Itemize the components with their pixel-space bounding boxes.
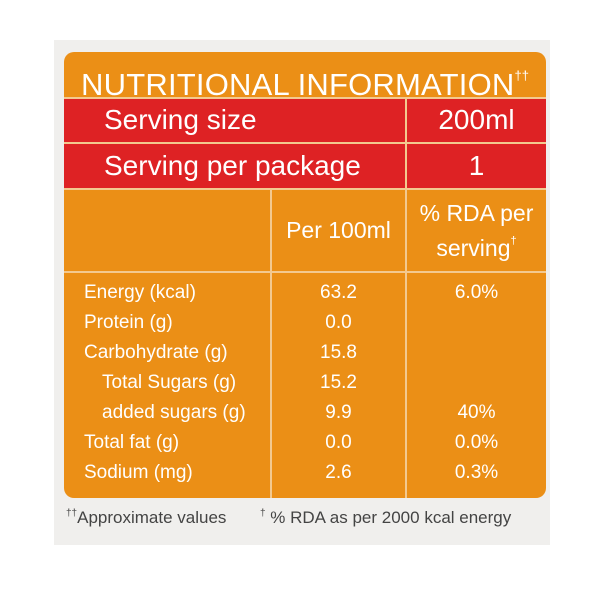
nutrient-per-100ml: 9.9 (325, 402, 352, 423)
footnote-rda: † % RDA as per 2000 kcal energy (260, 499, 511, 533)
column-divider (270, 188, 272, 498)
table-row: added sugars (g) 9.9 40% (64, 398, 546, 428)
rda-header-line2: serving† (407, 227, 546, 262)
divider (64, 142, 546, 144)
divider (64, 271, 546, 273)
footnotes: ††Approximate values † % RDA as per 2000… (64, 499, 546, 529)
title-footnote-mark: †† (514, 68, 529, 83)
nutrient-per-100ml: 0.0 (325, 432, 352, 453)
table-row: Carbohydrate (g) 15.8 (64, 338, 546, 368)
table-row: Sodium (mg) 2.6 0.3% (64, 458, 546, 488)
footnote-mark-double-dagger: †† (66, 508, 78, 519)
nutrient-name: Energy (kcal) (84, 282, 196, 303)
serving-per-package-label: Serving per package (104, 150, 361, 181)
footnote-approximate-text: Approximate values (77, 508, 227, 527)
nutrient-name: Carbohydrate (g) (84, 342, 228, 363)
nutrient-name: Sodium (mg) (84, 462, 193, 483)
column-divider (405, 98, 407, 188)
table-row: Total fat (g) 0.0 0.0% (64, 428, 546, 458)
footnote-approximate: ††Approximate values (66, 499, 226, 533)
nutrient-name: added sugars (g) (102, 402, 246, 423)
divider (64, 188, 546, 190)
title-text: NUTRITIONAL INFORMATION (81, 67, 515, 102)
rda-footnote-mark: † (510, 235, 517, 247)
nutrient-name: Total Sugars (g) (102, 372, 237, 393)
nutrient-rda: 0.0% (454, 432, 499, 453)
serving-size-value: 200ml (438, 104, 515, 135)
rda-header-line2-text: serving (436, 235, 511, 261)
column-header-per-100ml: Per 100ml (286, 217, 391, 243)
footnote-rda-text: % RDA as per 2000 kcal energy (265, 508, 512, 527)
nutrient-per-100ml: 15.8 (320, 342, 357, 363)
serving-per-package-row: Serving per package 1 (64, 144, 546, 188)
column-header-rda: % RDA per serving† (407, 199, 546, 262)
rda-header-line1: % RDA per (419, 200, 534, 226)
serving-per-package-value: 1 (468, 150, 485, 181)
nutrient-rda: 40% (457, 402, 496, 423)
nutrient-rda: 0.3% (454, 462, 499, 483)
nutrient-per-100ml: 15.2 (320, 372, 357, 393)
nutrient-rda: 6.0% (454, 282, 499, 303)
serving-size-row: Serving size 200ml (64, 98, 546, 142)
nutrient-per-100ml: 63.2 (320, 282, 357, 303)
nutrient-per-100ml: 0.0 (325, 312, 352, 333)
serving-size-label: Serving size (104, 104, 257, 135)
table-row: Energy (kcal) 63.2 6.0% (64, 278, 546, 308)
table-row: Protein (g) 0.0 (64, 308, 546, 338)
table-row: Total Sugars (g) 15.2 (64, 368, 546, 398)
nutrient-per-100ml: 2.6 (325, 462, 352, 483)
divider (64, 97, 546, 99)
footnote-mark-dagger: † (260, 508, 266, 519)
column-divider (405, 188, 407, 498)
nutrient-name: Total fat (g) (84, 432, 180, 453)
nutrient-list: Energy (kcal) 63.2 6.0% Protein (g) 0.0 … (64, 278, 546, 488)
nutrient-name: Protein (g) (84, 312, 173, 333)
table-title: NUTRITIONAL INFORMATION†† (64, 54, 546, 102)
nutrition-table: NUTRITIONAL INFORMATION†† Serving size 2… (64, 52, 546, 498)
